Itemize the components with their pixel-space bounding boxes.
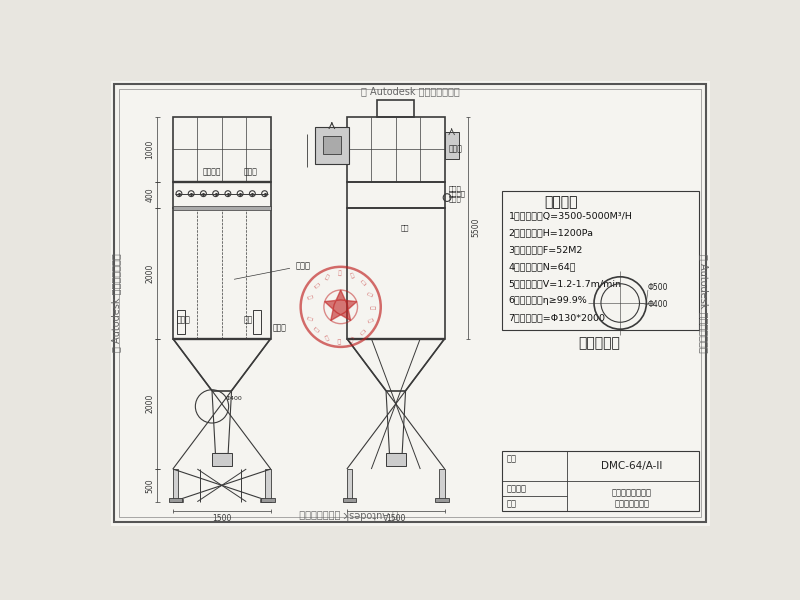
Bar: [261, 499, 266, 502]
Text: 3、过滤面积F=52M2: 3、过滤面积F=52M2: [509, 245, 583, 254]
Text: 气包管: 气包管: [273, 323, 287, 332]
Text: 1、处理风量Q=3500-5000M³/H: 1、处理风量Q=3500-5000M³/H: [509, 211, 633, 220]
Text: 5、过滤风速V=1.2-1.7m/min: 5、过滤风速V=1.2-1.7m/min: [509, 279, 622, 288]
Text: 进风口尺寸: 进风口尺寸: [578, 336, 620, 350]
Text: 6、除尘效率η≥99.9%: 6、除尘效率η≥99.9%: [509, 296, 587, 305]
Bar: [435, 498, 449, 502]
Text: 上箱体: 上箱体: [449, 145, 462, 154]
Text: 7、布袋尺寸=Φ130*2000: 7、布袋尺寸=Φ130*2000: [509, 313, 606, 322]
Text: 500: 500: [146, 478, 154, 493]
Bar: [386, 454, 406, 466]
Bar: [439, 469, 445, 502]
Text: 1000: 1000: [146, 140, 154, 159]
Text: 公: 公: [313, 325, 319, 332]
Bar: [266, 469, 270, 502]
Text: Φ400: Φ400: [648, 300, 669, 309]
Bar: [445, 132, 458, 159]
Text: Φ500: Φ500: [648, 283, 669, 292]
Text: 1500: 1500: [212, 514, 231, 523]
Bar: [347, 116, 445, 182]
Text: 造: 造: [350, 335, 355, 341]
Text: 市: 市: [323, 274, 329, 280]
Text: 单位毫米: 单位毫米: [506, 484, 526, 493]
Text: 400: 400: [146, 188, 154, 202]
Text: 电磁阀: 电磁阀: [243, 167, 257, 176]
Text: 由 Autodesk 教育版产品制作: 由 Autodesk 教育版产品制作: [361, 86, 459, 96]
Bar: [173, 208, 270, 338]
Text: 进气管: 进气管: [177, 316, 190, 325]
Text: 连接管件: 连接管件: [202, 167, 221, 176]
Text: 连接管件: 连接管件: [449, 190, 466, 197]
Bar: [343, 498, 356, 502]
Bar: [173, 469, 178, 502]
Bar: [347, 208, 445, 338]
Bar: [314, 127, 349, 164]
Text: Φ400: Φ400: [226, 395, 242, 401]
Text: 监柱: 监柱: [401, 224, 409, 231]
Text: 1500: 1500: [386, 514, 406, 523]
Bar: [502, 451, 698, 511]
Text: 气包管: 气包管: [449, 196, 462, 202]
Text: 设: 设: [371, 305, 377, 308]
Text: 尘: 尘: [368, 291, 374, 296]
Text: 2000: 2000: [146, 394, 154, 413]
Bar: [502, 191, 698, 330]
Polygon shape: [325, 290, 357, 320]
Text: DMC-64/A-II: DMC-64/A-II: [602, 461, 662, 471]
Text: 技术参数: 技术参数: [545, 195, 578, 209]
Bar: [262, 498, 274, 502]
Bar: [173, 182, 270, 208]
Text: 大: 大: [350, 272, 355, 279]
Text: 5500: 5500: [471, 218, 480, 238]
Text: 备: 备: [368, 317, 374, 323]
Bar: [173, 206, 270, 209]
Text: 宏: 宏: [338, 271, 341, 277]
Text: 制: 制: [360, 328, 366, 334]
Bar: [212, 454, 232, 466]
Bar: [169, 498, 182, 502]
Bar: [347, 182, 445, 208]
Text: 司: 司: [306, 314, 313, 320]
Text: 2、运行阻力H=1200Pa: 2、运行阻力H=1200Pa: [509, 229, 594, 238]
Text: 绘制: 绘制: [506, 454, 516, 463]
Bar: [173, 116, 270, 182]
Text: 限: 限: [323, 334, 329, 340]
Text: 审核: 审核: [506, 499, 516, 508]
Text: 除: 除: [360, 280, 366, 286]
Text: 电磁阀: 电磁阀: [449, 185, 462, 192]
Text: 泊: 泊: [306, 294, 313, 299]
Text: 有: 有: [338, 337, 341, 343]
Bar: [347, 469, 352, 502]
Text: 4、过滤袋数N=64条: 4、过滤袋数N=64条: [509, 262, 576, 271]
Bar: [178, 499, 183, 502]
Text: 备制造有限公司: 备制造有限公司: [614, 499, 650, 508]
Text: 头: 头: [313, 282, 319, 288]
Bar: [253, 310, 261, 334]
Text: 泊头市宏大除尘设: 泊头市宏大除尘设: [612, 488, 652, 497]
Text: 由 Autodesk 教育版产品制作: 由 Autodesk 教育版产品制作: [299, 510, 398, 520]
Text: 2000: 2000: [146, 263, 154, 283]
Text: 由 Autodesk 教育版产品制作: 由 Autodesk 教育版产品制作: [112, 254, 122, 352]
Bar: [323, 136, 341, 154]
Text: 中箱体: 中箱体: [234, 261, 310, 279]
Text: 由 Autodesk 教育版产品制作: 由 Autodesk 教育版产品制作: [698, 254, 708, 352]
Text: 内管: 内管: [243, 316, 253, 325]
Bar: [177, 310, 185, 334]
Bar: [378, 100, 414, 116]
